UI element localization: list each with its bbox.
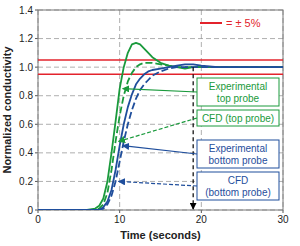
x-tick-label: 0 bbox=[35, 214, 41, 225]
legend-label: Experimentaltop probe bbox=[209, 81, 267, 104]
callout-box bbox=[197, 140, 279, 168]
x-tick-label: 10 bbox=[114, 214, 126, 225]
callout-arrow bbox=[123, 89, 197, 92]
y-tick-label: 0.4 bbox=[19, 147, 33, 158]
legend-label: = ± 5% bbox=[226, 17, 261, 29]
series-line bbox=[38, 43, 283, 210]
reference-line bbox=[38, 73, 283, 75]
series-line bbox=[38, 63, 283, 210]
callout-box bbox=[197, 78, 279, 106]
y-tick-label: 0.6 bbox=[19, 119, 33, 130]
legend-label-line: CFD (top probe) bbox=[202, 113, 274, 124]
legend-label: CFD(bottom probe) bbox=[205, 175, 271, 198]
y-tick-label: 0.2 bbox=[19, 176, 33, 187]
legend-label-line: CFD bbox=[228, 175, 249, 186]
x-tick-label: 30 bbox=[277, 214, 289, 225]
plot-frame bbox=[38, 10, 283, 210]
y-tick-label: 0.8 bbox=[19, 90, 33, 101]
callout-box bbox=[197, 110, 279, 126]
reference-line bbox=[38, 59, 283, 61]
series-line bbox=[38, 67, 283, 210]
series-line bbox=[38, 64, 283, 210]
x-tick-label: 20 bbox=[196, 214, 208, 225]
callout-arrow bbox=[119, 118, 197, 141]
time-arrow bbox=[193, 67, 194, 209]
legend-label: CFD (top probe) bbox=[202, 113, 274, 124]
legend-label-line: top probe bbox=[217, 93, 260, 104]
legend-swatch bbox=[200, 22, 222, 24]
legend-label-line: Experimental bbox=[209, 143, 267, 154]
y-tick-label: 1.4 bbox=[19, 5, 33, 16]
callout-arrow bbox=[119, 181, 197, 186]
chart: 0 0.2 0.4 0.6 0.8 1.0 1.2 1.4 0 10 20 30 = ± 5% Exper… bbox=[0, 0, 300, 246]
legend-label-line: (bottom probe) bbox=[205, 187, 271, 198]
legend-label: Experimentalbottom probe bbox=[209, 143, 268, 166]
y-axis-title: Normalized conductivity bbox=[1, 46, 13, 174]
y-tick-label: 0 bbox=[27, 205, 33, 216]
y-grid-line bbox=[38, 38, 283, 39]
plot-background bbox=[38, 10, 283, 210]
y-tick-label: 1.0 bbox=[19, 62, 33, 73]
y-tick-label: 1.2 bbox=[19, 33, 33, 44]
plot-data bbox=[38, 43, 283, 210]
callout-box bbox=[197, 172, 279, 200]
callout-arrow bbox=[123, 146, 197, 154]
legend-label-line: Experimental bbox=[209, 81, 267, 92]
legend-label-line: bottom probe bbox=[209, 155, 268, 166]
grid bbox=[35, 10, 283, 213]
x-axis-title: Time (seconds) bbox=[120, 229, 201, 241]
